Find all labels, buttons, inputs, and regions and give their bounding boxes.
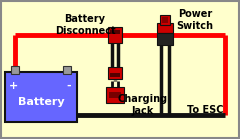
Text: -: - — [67, 81, 71, 91]
Bar — [160, 15, 170, 25]
Text: Battery: Battery — [18, 97, 64, 107]
Text: Power
Switch: Power Switch — [176, 9, 214, 31]
Text: Charging
Jack: Charging Jack — [118, 94, 168, 116]
Bar — [108, 67, 122, 79]
Text: Battery
Disconnect: Battery Disconnect — [55, 14, 115, 36]
Bar — [110, 30, 120, 34]
Bar — [63, 66, 71, 74]
Bar — [109, 92, 121, 98]
Bar — [5, 72, 77, 122]
Text: To ESC: To ESC — [187, 105, 223, 115]
Bar — [106, 87, 124, 103]
Bar — [157, 23, 173, 33]
Bar — [108, 27, 122, 43]
Bar — [162, 17, 168, 23]
Text: +: + — [8, 81, 18, 91]
Bar — [110, 73, 120, 77]
Bar — [157, 33, 173, 45]
Bar — [11, 66, 19, 74]
